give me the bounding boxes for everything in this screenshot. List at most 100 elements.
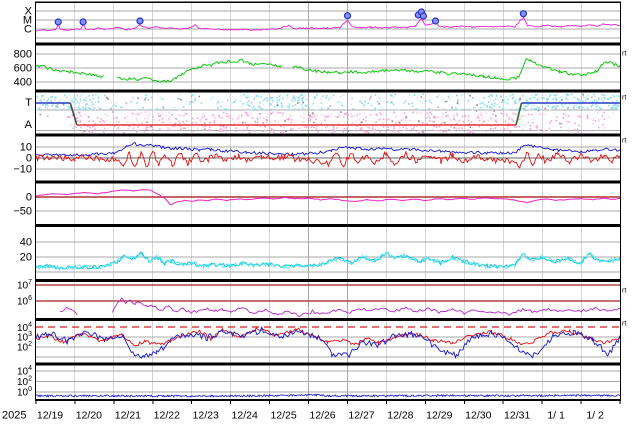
a-condition-speckles	[376, 114, 379, 117]
a-condition-speckles	[375, 121, 378, 123]
gray-speckles	[209, 121, 211, 124]
t-condition-speckles	[386, 101, 389, 103]
t-condition-speckles	[604, 94, 607, 96]
t-condition-speckles	[298, 98, 300, 100]
gray-speckles	[398, 121, 401, 124]
t-condition-speckles	[451, 107, 453, 109]
a-condition-speckles	[475, 117, 478, 120]
t-condition-speckles	[580, 100, 582, 103]
a-condition-speckles	[115, 121, 117, 123]
t-condition-speckles	[279, 94, 282, 96]
t-condition-speckles	[293, 108, 296, 111]
a-condition-speckles	[88, 120, 90, 123]
a-condition-speckles	[332, 131, 334, 134]
a-condition-speckles	[112, 114, 115, 116]
a-condition-speckles	[235, 130, 237, 133]
t-condition-speckles	[614, 104, 617, 106]
a-condition-speckles	[262, 117, 265, 119]
t-condition-speckles	[258, 105, 260, 107]
t-condition-speckles	[555, 107, 557, 109]
a-condition-speckles	[361, 127, 363, 129]
t-condition-speckles	[567, 99, 570, 102]
t-condition-speckles	[242, 103, 244, 105]
t-condition-speckles	[567, 106, 569, 109]
a-condition-speckles	[184, 114, 186, 117]
gray-speckles	[457, 99, 459, 101]
t-condition-speckles	[270, 97, 272, 99]
gray-speckles	[284, 120, 286, 122]
panel-geomag	[36, 92, 620, 134]
a-condition-speckles	[359, 112, 361, 115]
t-condition-speckles	[539, 108, 541, 110]
t-condition-speckles	[438, 94, 440, 96]
a-condition-speckles	[347, 118, 349, 121]
t-condition-speckles	[489, 105, 491, 108]
t-condition-speckles	[524, 98, 527, 101]
a-condition-speckles	[530, 113, 533, 116]
t-condition-speckles	[591, 104, 594, 106]
t-condition-speckles	[391, 95, 393, 97]
a-condition-speckles	[219, 121, 222, 124]
a-condition-speckles	[226, 112, 228, 115]
a-condition-speckles	[518, 118, 520, 121]
a-condition-speckles	[536, 126, 538, 128]
a-condition-speckles	[251, 117, 254, 119]
t-condition-speckles	[97, 106, 100, 109]
t-condition-speckles	[217, 101, 219, 104]
t-condition-speckles	[50, 100, 53, 103]
gray-speckles	[125, 102, 128, 104]
a-condition-speckles	[303, 112, 305, 115]
t-condition-speckles	[487, 101, 490, 103]
t-condition-speckles	[262, 99, 265, 102]
a-condition-speckles	[271, 111, 274, 114]
t-condition-speckles	[259, 101, 261, 104]
a-condition-speckles	[173, 128, 176, 131]
a-condition-speckles	[472, 131, 475, 134]
a-condition-speckles	[515, 113, 517, 115]
a-condition-speckles	[290, 119, 293, 121]
t-condition-speckles	[286, 106, 289, 108]
a-condition-speckles	[165, 114, 167, 117]
t-condition-speckles	[63, 100, 66, 103]
a-condition-speckles	[562, 117, 564, 119]
a-condition-speckles	[161, 112, 163, 115]
a-condition-speckles	[398, 127, 401, 130]
a-condition-speckles	[437, 130, 440, 132]
a-condition-speckles	[136, 119, 138, 121]
t-condition-speckles	[460, 94, 463, 97]
a-condition-speckles	[225, 131, 228, 134]
a-condition-speckles	[245, 128, 248, 130]
gray-speckles	[144, 98, 146, 101]
a-condition-speckles	[159, 115, 161, 118]
t-condition-speckles	[486, 105, 489, 107]
a-condition-speckles	[458, 127, 460, 130]
t-condition-speckles	[613, 104, 615, 107]
t-condition-speckles	[286, 97, 289, 99]
a-condition-speckles	[529, 128, 532, 131]
xray-tick-label: C	[24, 24, 32, 36]
a-condition-speckles	[135, 114, 137, 116]
a-condition-speckles	[479, 112, 482, 114]
electrons-electron-goes-blue-series	[35, 325, 621, 360]
a-condition-speckles	[244, 121, 247, 124]
t-condition-speckles	[255, 94, 258, 97]
a-condition-speckles	[146, 121, 149, 124]
a-condition-speckles	[161, 121, 164, 124]
t-condition-speckles	[248, 100, 251, 102]
a-condition-speckles	[494, 119, 496, 121]
t-condition-speckles	[83, 100, 85, 102]
a-condition-speckles	[445, 115, 447, 117]
a-condition-speckles	[454, 119, 456, 122]
a-condition-speckles	[117, 127, 120, 129]
t-condition-speckles	[254, 108, 256, 110]
t-condition-speckles	[301, 107, 304, 109]
a-condition-speckles	[302, 116, 305, 119]
t-condition-speckles	[419, 100, 421, 102]
t-condition-speckles	[555, 94, 557, 97]
a-condition-speckles	[509, 123, 512, 125]
t-condition-speckles	[301, 99, 303, 102]
t-condition-speckles	[363, 104, 366, 107]
a-condition-speckles	[322, 129, 324, 131]
a-condition-speckles	[419, 112, 422, 114]
t-condition-speckles	[596, 105, 599, 107]
